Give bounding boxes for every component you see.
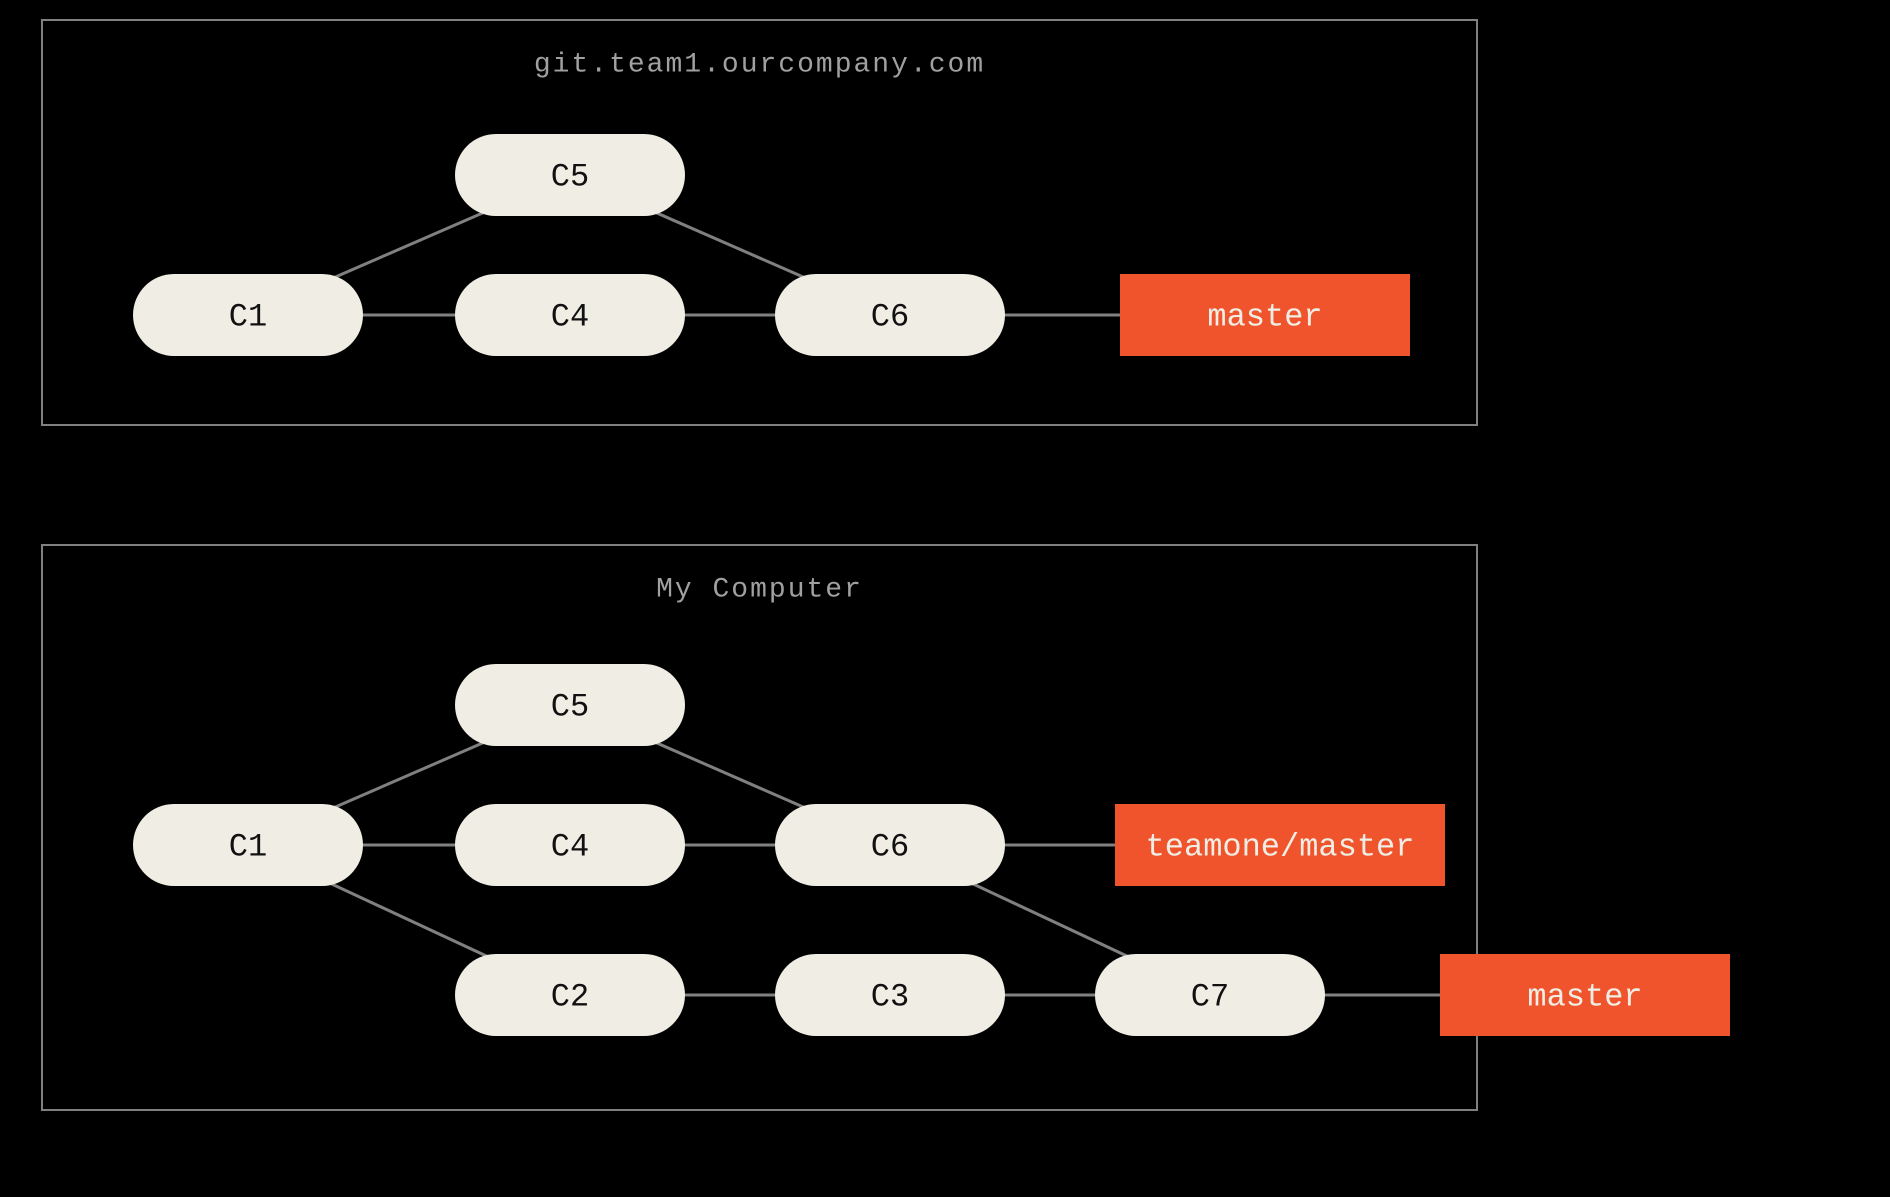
ref-label-master: master bbox=[1207, 298, 1322, 335]
commit-label-c3: C3 bbox=[871, 978, 909, 1015]
panel-title-remote: git.team1.ourcompany.com bbox=[534, 49, 985, 80]
commit-label-c1: C1 bbox=[229, 298, 267, 335]
commit-label-c6: C6 bbox=[871, 828, 909, 865]
commit-label-c5: C5 bbox=[551, 688, 589, 725]
commit-label-c5: C5 bbox=[551, 158, 589, 195]
commit-label-c7: C7 bbox=[1191, 978, 1229, 1015]
commit-label-c1: C1 bbox=[229, 828, 267, 865]
commit-label-c4: C4 bbox=[551, 828, 589, 865]
ref-label-master: master bbox=[1527, 978, 1642, 1015]
commit-label-c6: C6 bbox=[871, 298, 909, 335]
commit-label-c2: C2 bbox=[551, 978, 589, 1015]
commit-label-c4: C4 bbox=[551, 298, 589, 335]
panel-title-local: My Computer bbox=[656, 574, 863, 605]
ref-label-teamone-master: teamone/master bbox=[1146, 828, 1415, 865]
